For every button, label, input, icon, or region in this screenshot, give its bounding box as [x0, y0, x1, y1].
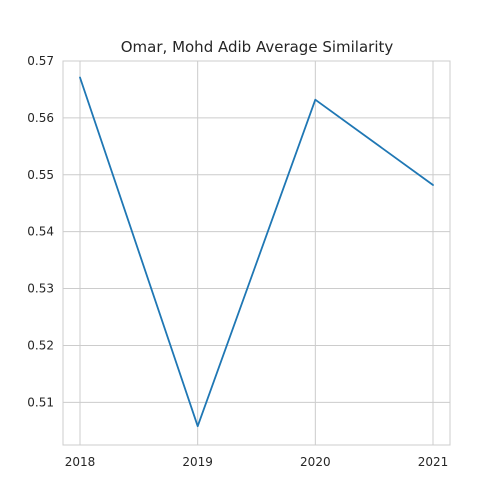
- y-tick-label: 0.52: [27, 338, 54, 352]
- y-tick-label: 0.55: [27, 168, 54, 182]
- x-gridlines: [79, 61, 434, 445]
- y-tick-label: 0.57: [27, 54, 54, 68]
- series-line: [79, 76, 434, 428]
- y-tick-label: 0.53: [27, 282, 54, 296]
- y-tick-label: 0.51: [27, 395, 54, 409]
- y-tick-label: 0.56: [27, 111, 54, 125]
- x-tick-label: 2019: [182, 455, 213, 469]
- x-tick-label: 2021: [418, 455, 449, 469]
- series-layer: [79, 76, 434, 428]
- chart-title: Omar, Mohd Adib Average Similarity: [121, 38, 394, 56]
- y-axis-ticks: 0.51 0.52 0.53 0.54 0.55 0.56 0.57: [27, 54, 54, 409]
- y-tick-label: 0.54: [27, 225, 54, 239]
- plot-area: [62, 60, 451, 446]
- x-tick-label: 2018: [65, 455, 96, 469]
- x-axis-ticks: 2018 2019 2020 2021: [65, 455, 449, 469]
- y-gridlines: [63, 60, 450, 403]
- x-tick-label: 2020: [300, 455, 331, 469]
